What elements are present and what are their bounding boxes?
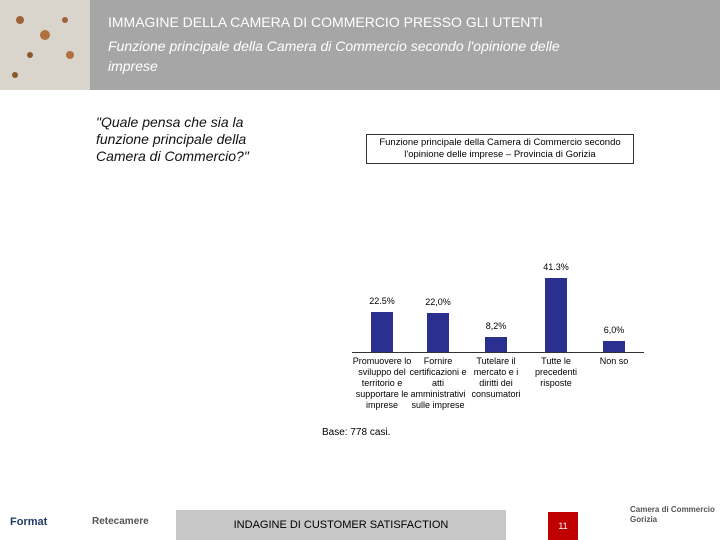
header-title: IMMAGINE DELLA CAMERA DI COMMERCIO PRESS…	[108, 14, 543, 30]
x-tick-label: Tutte le precedenti risposte	[534, 356, 578, 388]
baseline	[352, 352, 644, 353]
value-label: 6,0%	[603, 325, 625, 336]
x-tick-label: Non so	[599, 356, 629, 366]
bar	[427, 312, 449, 352]
bar	[371, 311, 393, 352]
logo-left: Format	[10, 516, 48, 528]
value-label: 22.5%	[369, 295, 395, 306]
decoration	[12, 16, 74, 78]
value-label: 8,2%	[485, 321, 507, 332]
x-tick-label: Fornire certificazioni e atti amministra…	[409, 356, 467, 410]
header-image	[0, 0, 90, 90]
page-number: 11	[548, 512, 578, 540]
header-band	[0, 0, 720, 90]
chart-title: Funzione principale della Camera di Comm…	[366, 134, 634, 164]
bar	[545, 278, 567, 352]
bar	[485, 337, 507, 352]
x-tick-label: Tutelare il mercato e i diritti dei cons…	[471, 356, 521, 399]
value-label: 41.3%	[543, 262, 569, 272]
note: Base: 778 casi.	[322, 427, 391, 438]
value-label: 22,0%	[425, 296, 451, 307]
logo-right: Camera di Commercio Gorizia	[630, 505, 715, 524]
footer-banner: INDAGINE DI CUSTOMER SATISFACTION	[176, 510, 506, 540]
logo-mid: Retecamere	[92, 516, 149, 527]
header-subtitle: Funzione principale della Camera di Comm…	[108, 38, 560, 74]
x-tick-label: Promuovere lo sviluppo del territorio e …	[352, 356, 412, 410]
question: "Quale pensa che sia la funzione princip…	[96, 114, 249, 164]
bar	[603, 341, 625, 352]
